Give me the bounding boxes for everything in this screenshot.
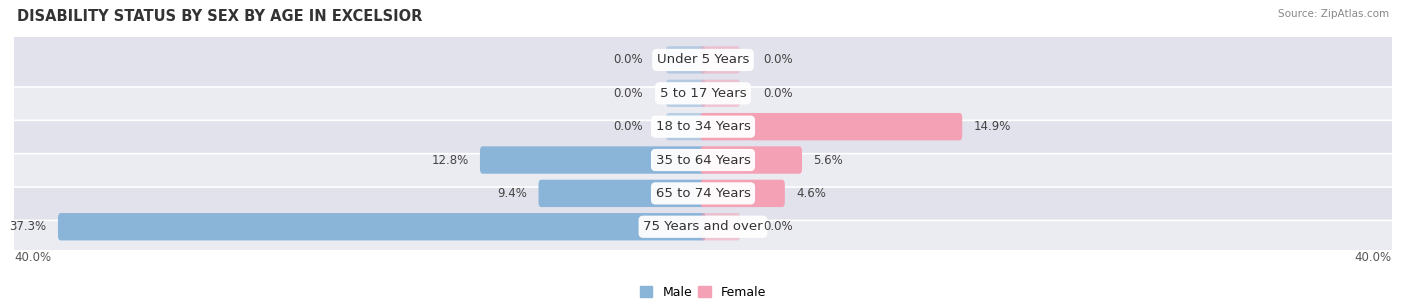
Text: 18 to 34 Years: 18 to 34 Years: [655, 120, 751, 133]
Text: 0.0%: 0.0%: [613, 87, 643, 100]
Text: 4.6%: 4.6%: [796, 187, 825, 200]
FancyBboxPatch shape: [479, 146, 706, 174]
Text: DISABILITY STATUS BY SEX BY AGE IN EXCELSIOR: DISABILITY STATUS BY SEX BY AGE IN EXCEL…: [17, 9, 422, 24]
FancyBboxPatch shape: [666, 80, 706, 107]
Text: 75 Years and over: 75 Years and over: [643, 220, 763, 233]
FancyBboxPatch shape: [7, 133, 1399, 187]
Legend: Male, Female: Male, Female: [636, 281, 770, 304]
FancyBboxPatch shape: [700, 80, 740, 107]
Text: 40.0%: 40.0%: [14, 251, 51, 264]
FancyBboxPatch shape: [700, 146, 801, 174]
FancyBboxPatch shape: [7, 100, 1399, 154]
FancyBboxPatch shape: [700, 46, 740, 74]
FancyBboxPatch shape: [7, 166, 1399, 221]
Text: Under 5 Years: Under 5 Years: [657, 53, 749, 66]
FancyBboxPatch shape: [7, 33, 1399, 87]
Text: 40.0%: 40.0%: [1355, 251, 1392, 264]
Text: 0.0%: 0.0%: [763, 53, 793, 66]
FancyBboxPatch shape: [7, 200, 1399, 254]
Text: 0.0%: 0.0%: [613, 53, 643, 66]
FancyBboxPatch shape: [666, 113, 706, 140]
FancyBboxPatch shape: [7, 66, 1399, 120]
Text: 65 to 74 Years: 65 to 74 Years: [655, 187, 751, 200]
Text: 5.6%: 5.6%: [813, 153, 844, 167]
Text: 35 to 64 Years: 35 to 64 Years: [655, 153, 751, 167]
FancyBboxPatch shape: [700, 213, 740, 240]
Text: 9.4%: 9.4%: [498, 187, 527, 200]
FancyBboxPatch shape: [700, 180, 785, 207]
FancyBboxPatch shape: [538, 180, 706, 207]
Text: 5 to 17 Years: 5 to 17 Years: [659, 87, 747, 100]
Text: 37.3%: 37.3%: [10, 220, 46, 233]
FancyBboxPatch shape: [58, 213, 706, 240]
Text: Source: ZipAtlas.com: Source: ZipAtlas.com: [1278, 9, 1389, 19]
Text: 0.0%: 0.0%: [763, 220, 793, 233]
Text: 0.0%: 0.0%: [613, 120, 643, 133]
Text: 14.9%: 14.9%: [973, 120, 1011, 133]
Text: 12.8%: 12.8%: [432, 153, 468, 167]
Text: 0.0%: 0.0%: [763, 87, 793, 100]
FancyBboxPatch shape: [700, 113, 962, 140]
FancyBboxPatch shape: [666, 46, 706, 74]
